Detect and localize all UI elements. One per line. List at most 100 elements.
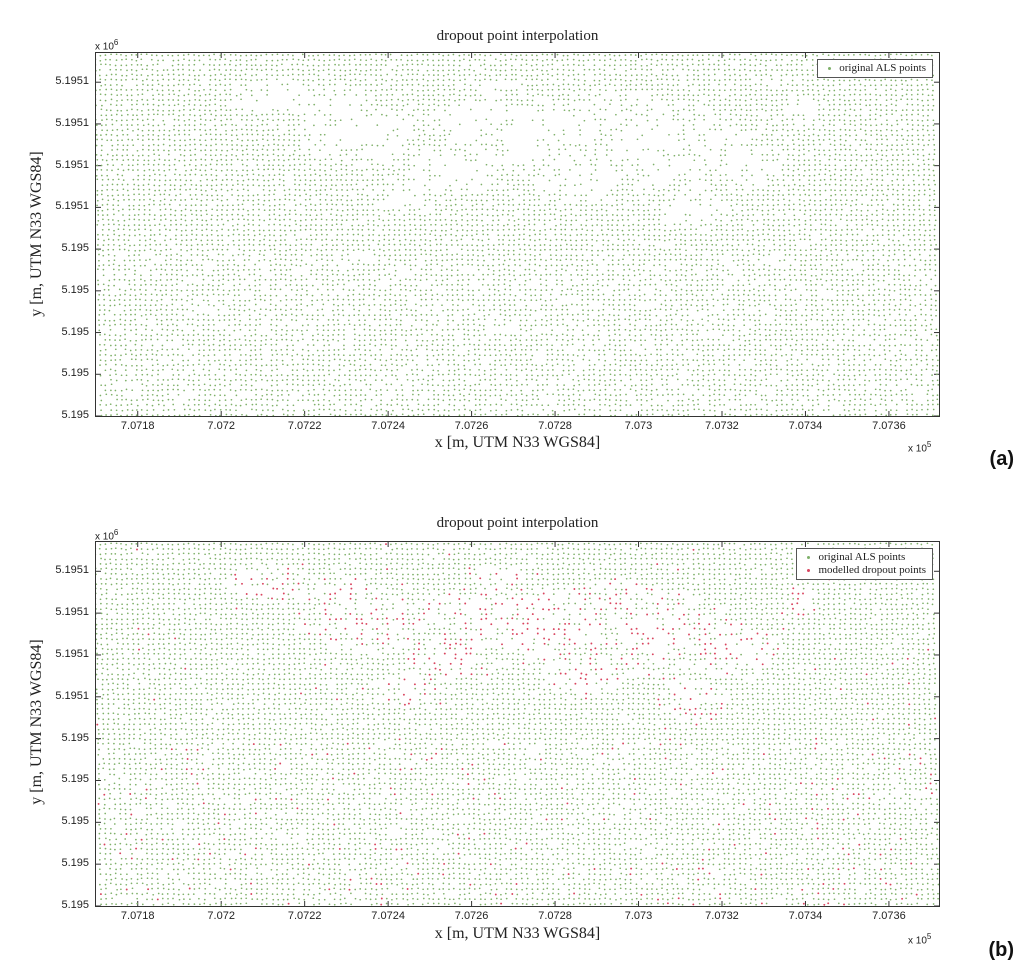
als-point xyxy=(263,168,265,171)
als-point xyxy=(812,53,814,56)
als-point xyxy=(724,98,727,101)
als-point xyxy=(449,184,451,187)
als-point xyxy=(218,69,221,71)
als-point xyxy=(303,113,306,116)
als-point xyxy=(221,149,223,152)
als-point xyxy=(513,243,515,246)
als-point xyxy=(402,178,405,181)
als-point xyxy=(703,118,705,121)
als-point xyxy=(492,208,494,211)
als-point xyxy=(496,139,499,141)
als-point xyxy=(432,79,435,82)
als-point xyxy=(422,129,425,132)
als-point xyxy=(896,158,898,161)
als-point xyxy=(180,214,183,216)
als-point xyxy=(828,89,831,92)
als-point xyxy=(791,59,793,62)
als-point xyxy=(402,189,405,192)
als-point xyxy=(268,244,271,247)
als-point xyxy=(901,144,903,147)
als-point xyxy=(885,154,888,157)
als-point xyxy=(533,223,536,226)
als-point xyxy=(929,229,931,232)
als-point xyxy=(410,54,413,57)
als-point xyxy=(510,68,513,71)
als-point xyxy=(869,148,872,151)
als-point xyxy=(802,114,805,117)
als-point xyxy=(700,224,702,227)
als-point xyxy=(573,99,576,102)
als-point xyxy=(101,159,104,161)
als-point xyxy=(732,229,734,232)
als-point xyxy=(901,149,903,151)
als-point xyxy=(381,113,383,116)
als-point xyxy=(803,124,805,127)
als-point xyxy=(608,64,611,67)
als-point xyxy=(594,118,597,121)
als-point xyxy=(143,213,146,216)
als-point xyxy=(107,218,110,221)
als-point xyxy=(432,94,435,97)
als-point xyxy=(180,234,183,236)
als-point xyxy=(278,208,281,211)
als-point xyxy=(272,178,275,181)
als-point xyxy=(101,138,103,141)
als-point xyxy=(881,154,884,157)
als-point xyxy=(430,223,432,226)
als-point xyxy=(168,194,171,196)
als-point xyxy=(917,124,920,126)
als-point xyxy=(326,193,328,196)
als-point xyxy=(148,174,151,177)
als-point xyxy=(330,168,333,171)
als-point xyxy=(413,213,416,216)
als-point xyxy=(256,164,259,166)
als-point xyxy=(508,199,510,202)
als-point xyxy=(142,124,145,127)
als-point xyxy=(163,214,166,216)
als-point xyxy=(356,179,359,182)
als-point xyxy=(614,59,617,62)
als-point xyxy=(760,94,763,96)
als-point xyxy=(885,84,888,87)
als-point xyxy=(442,64,444,67)
als-point xyxy=(745,169,748,172)
als-point xyxy=(797,129,800,132)
als-point xyxy=(587,59,590,62)
als-point xyxy=(551,88,554,91)
als-point xyxy=(686,79,689,81)
als-point xyxy=(408,233,411,236)
als-point xyxy=(751,153,753,156)
als-point xyxy=(283,159,285,162)
als-point xyxy=(896,189,899,192)
als-point xyxy=(642,228,645,231)
als-point xyxy=(898,229,901,232)
als-point xyxy=(385,104,388,107)
als-point xyxy=(749,64,752,66)
als-point xyxy=(751,174,753,177)
als-point xyxy=(648,238,650,241)
als-point xyxy=(145,53,148,56)
scatter-plot xyxy=(96,53,939,416)
als-point xyxy=(637,209,640,211)
als-point xyxy=(668,238,671,241)
als-point xyxy=(115,68,117,71)
als-point xyxy=(515,73,517,76)
als-point xyxy=(529,239,532,241)
als-point xyxy=(268,229,271,232)
als-point xyxy=(714,113,717,116)
als-point xyxy=(184,219,187,222)
als-point xyxy=(528,204,531,206)
als-point xyxy=(497,229,499,231)
als-point xyxy=(839,88,841,91)
als-point xyxy=(853,93,856,96)
als-point xyxy=(241,139,244,142)
als-point xyxy=(833,124,835,127)
als-point xyxy=(732,214,734,217)
als-point xyxy=(766,94,768,97)
als-point xyxy=(897,239,900,242)
als-point xyxy=(412,139,414,142)
als-point xyxy=(263,164,265,167)
als-point xyxy=(111,144,114,147)
als-point xyxy=(677,113,679,116)
als-point xyxy=(150,58,153,61)
